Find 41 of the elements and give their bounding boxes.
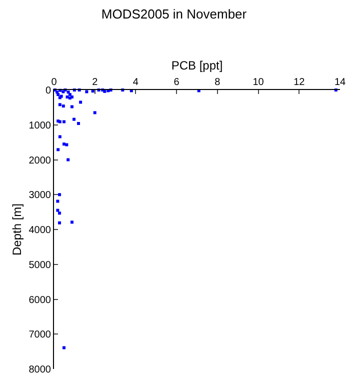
point <box>65 143 68 146</box>
point <box>56 93 60 96</box>
x-tick-label: 14 <box>334 77 346 88</box>
point <box>70 220 74 224</box>
y-tick-label: 0 <box>45 86 52 96</box>
point <box>77 122 80 125</box>
point <box>72 118 76 121</box>
point <box>62 346 66 350</box>
x-tick-label: 6 <box>174 77 180 88</box>
point <box>70 105 74 108</box>
point <box>56 148 60 152</box>
point <box>58 193 62 196</box>
x-tick-label: 8 <box>214 77 221 88</box>
x-axis-title: PCB [ppt] <box>171 58 223 72</box>
x-tick-label: 4 <box>132 77 139 88</box>
y-tick-label: 3000 <box>28 190 52 202</box>
y-tick-label: 7000 <box>28 330 52 341</box>
x-tick-label: 2 <box>92 77 98 88</box>
y-axis-title: Depth [m] <box>10 203 24 256</box>
point <box>66 158 70 162</box>
y-tick-label: 5000 <box>28 260 52 271</box>
x-tick-label: 10 <box>252 77 264 88</box>
point <box>56 200 60 203</box>
y-tick-label: 6000 <box>28 294 52 306</box>
y-tick-label: 2000 <box>28 155 52 166</box>
x-tick-label: 12 <box>294 77 306 88</box>
point <box>62 104 65 108</box>
point <box>66 90 70 94</box>
y-tick-label: 1000 <box>28 120 52 132</box>
point <box>58 212 62 215</box>
point <box>79 100 82 104</box>
point <box>62 120 66 124</box>
point <box>58 135 62 138</box>
point <box>93 111 96 114</box>
point <box>85 90 88 94</box>
point <box>58 221 62 224</box>
point <box>58 103 62 106</box>
chart-title: MODS2005 in November <box>101 6 248 22</box>
y-tick-label: 8000 <box>28 364 52 376</box>
point <box>56 208 60 212</box>
y-tick-label: 4000 <box>28 225 52 236</box>
